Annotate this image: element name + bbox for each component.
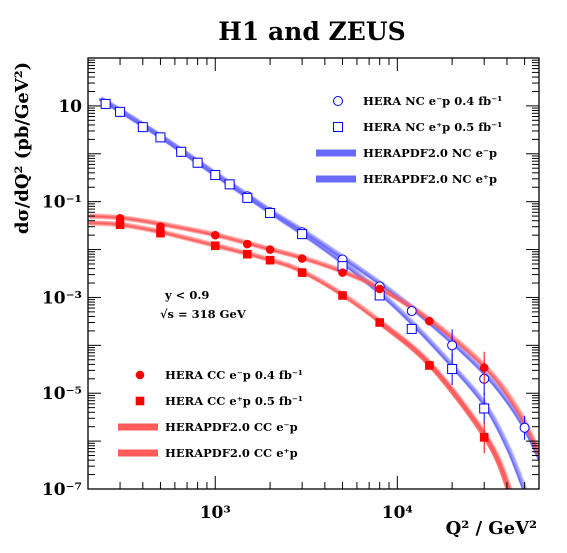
chart-title: H1 and ZEUS	[218, 17, 405, 46]
curve-band	[99, 96, 539, 462]
data-point	[479, 433, 489, 442]
data-point	[375, 284, 384, 294]
curve-band	[99, 96, 539, 462]
curve-band	[99, 97, 539, 462]
plot-area	[88, 96, 539, 489]
data-point	[265, 207, 276, 218]
y-axis-label: dσ/dQ² (pb/GeV²)	[12, 62, 33, 234]
y-tick-label: 10⁻⁷	[42, 480, 82, 500]
data-point	[297, 254, 307, 263]
data-points	[100, 98, 530, 454]
data-point	[192, 157, 203, 168]
legend-label: HERA NC e⁺p 0.5 fb⁻¹	[363, 120, 502, 134]
y-tick-label: 10	[58, 97, 82, 117]
data-point	[479, 403, 490, 414]
data-point	[156, 228, 165, 238]
legend-label: HERAPDF2.0 CC e⁻p	[165, 420, 298, 434]
legend-marker	[135, 370, 145, 380]
x-axis-label: Q² / GeV²	[446, 518, 537, 539]
data-point	[447, 364, 458, 375]
legend-marker	[333, 96, 343, 106]
data-point	[210, 241, 220, 251]
legend-marker	[135, 396, 145, 406]
plot-frame	[87, 57, 540, 490]
legend-label: HERAPDF2.0 NC e⁺p	[363, 172, 497, 186]
x-tick-label: 10³	[200, 503, 231, 523]
y-tick-label: 10⁻⁵	[42, 384, 82, 404]
data-point	[137, 122, 148, 133]
legend-label: HERAPDF2.0 CC e⁺p	[165, 446, 298, 460]
data-point	[210, 230, 220, 240]
data-point	[115, 213, 125, 223]
data-point	[176, 146, 187, 157]
data-point	[210, 170, 221, 181]
data-point	[425, 316, 434, 326]
axes: 10³ 10⁴ 10 10⁻¹ 10⁻³ 10⁻⁵ 10⁻⁷	[42, 57, 540, 523]
data-point	[156, 222, 165, 232]
data-point	[243, 249, 252, 259]
data-point	[115, 220, 125, 230]
data-point	[425, 361, 434, 370]
legend-label: HERA CC e⁻p 0.4 fb⁻¹	[165, 368, 303, 382]
data-point	[338, 291, 347, 300]
data-point	[243, 239, 252, 249]
data-point	[297, 268, 307, 277]
legend-label: HERAPDF2.0 NC e⁻p	[363, 146, 497, 160]
legend-label: HERA CC e⁺p 0.5 fb⁻¹	[165, 394, 303, 408]
annotation-y-cut: y < 0.9	[164, 288, 209, 302]
data-point	[297, 229, 308, 240]
data-point	[115, 106, 126, 117]
data-point	[406, 323, 417, 334]
annotation-sqrt-s: √s = 318 GeV	[160, 307, 247, 321]
data-point	[100, 98, 111, 109]
curve-band-tail	[378, 320, 511, 489]
data-point	[479, 363, 489, 373]
data-point	[519, 422, 530, 433]
x-tick-label: 10⁴	[382, 503, 413, 523]
y-tick-label: 10⁻¹	[42, 193, 82, 213]
data-point	[155, 132, 166, 143]
data-point	[265, 245, 275, 254]
legend-label: HERA NC e⁻p 0.4 fb⁻¹	[363, 94, 502, 108]
data-point	[406, 306, 417, 317]
data-point	[447, 340, 458, 351]
data-point	[242, 192, 253, 203]
data-point	[338, 268, 347, 277]
data-point	[265, 255, 275, 265]
y-tick-label: 10⁻³	[42, 288, 82, 308]
legend: HERA NC e⁻p 0.4 fb⁻¹ HERA NC e⁺p 0.5 fb⁻¹…	[118, 94, 502, 460]
legend-marker	[333, 122, 343, 132]
data-point	[224, 179, 235, 190]
data-point	[375, 318, 384, 327]
